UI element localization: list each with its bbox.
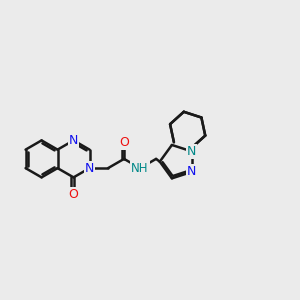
Text: N: N	[69, 134, 78, 147]
Text: N: N	[85, 162, 94, 175]
Text: N: N	[187, 166, 196, 178]
Text: O: O	[119, 136, 129, 149]
Text: O: O	[69, 188, 79, 200]
Text: N: N	[187, 145, 196, 158]
Text: NH: NH	[131, 162, 149, 175]
